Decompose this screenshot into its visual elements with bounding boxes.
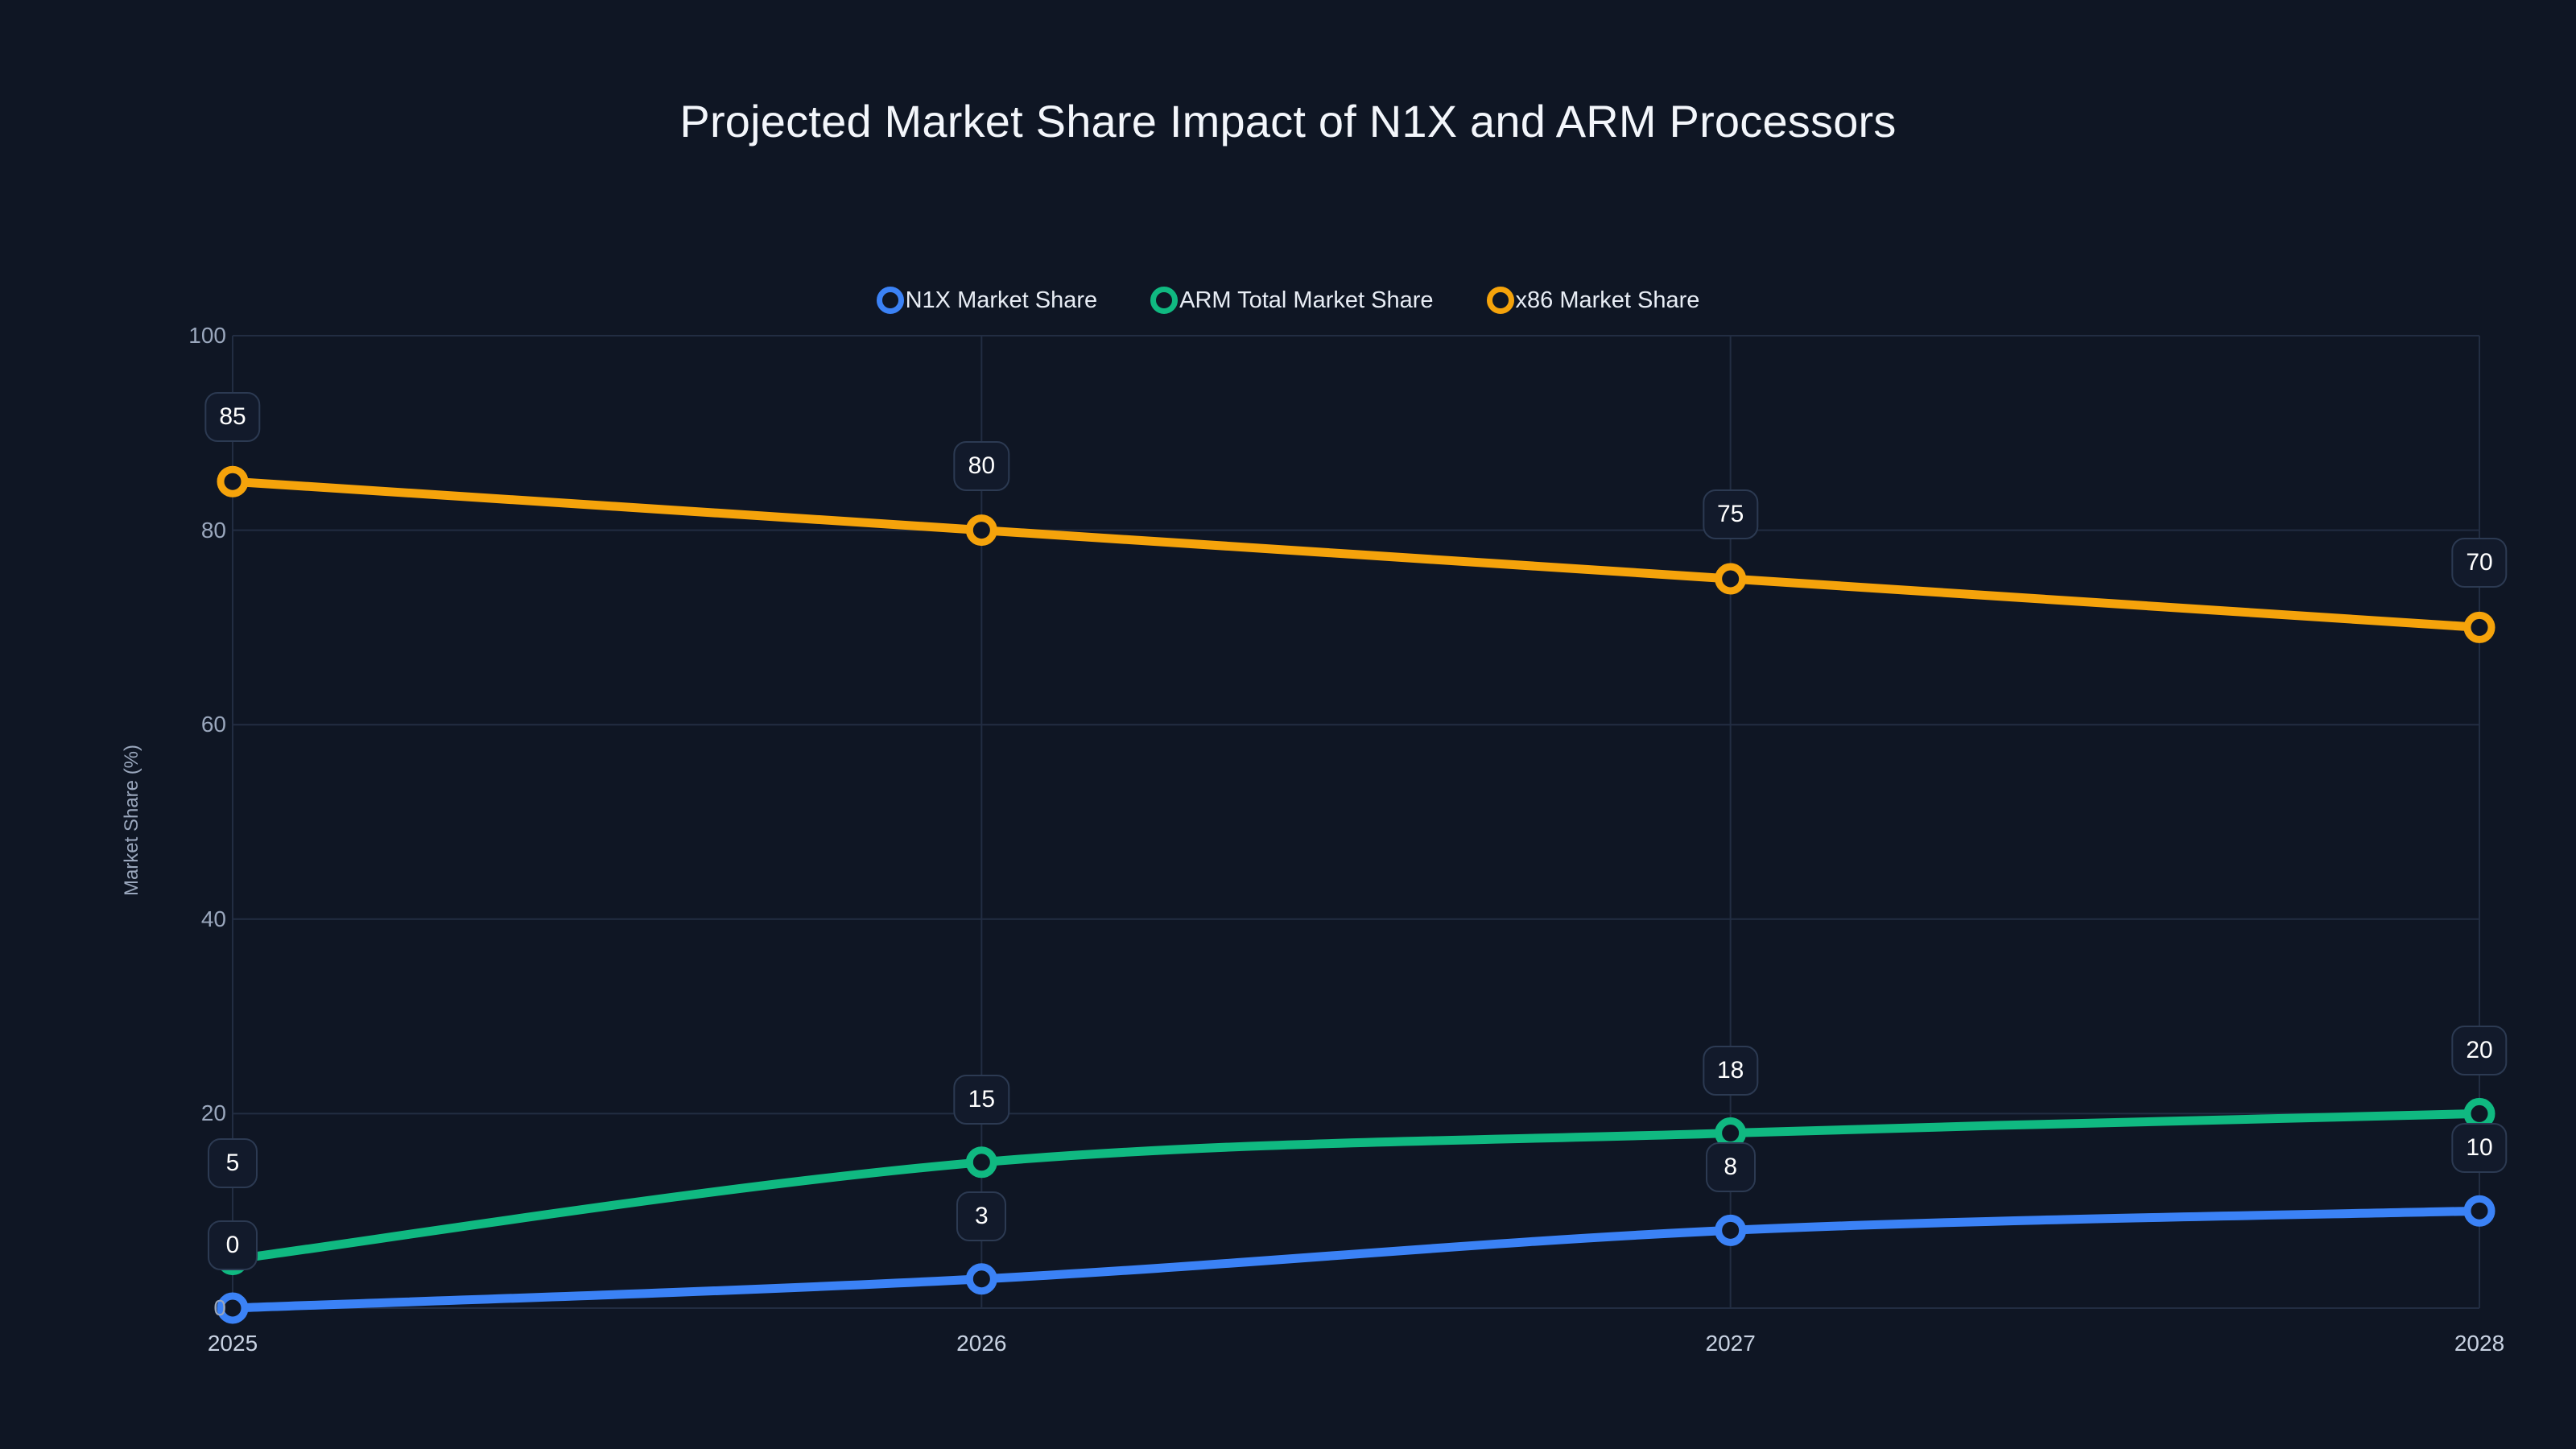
y-axis-tick-label: 40 [200, 906, 226, 931]
series-layer [217, 465, 2496, 1324]
y-axis-tick-label: 60 [200, 712, 226, 737]
data-point-marker[interactable] [217, 465, 249, 497]
y-axis-title: Market Share (%) [121, 744, 142, 897]
x-axis-tick-label: 2026 [956, 1331, 1007, 1356]
data-point-label: 85 [204, 392, 261, 443]
data-point-label: 10 [2451, 1123, 2508, 1174]
data-point-label: 15 [953, 1074, 1010, 1125]
legend-item-n1x[interactable]: N1X Market Share [876, 287, 1098, 314]
legend-item-label: ARM Total Market Share [1179, 287, 1434, 313]
data-point-marker[interactable] [1715, 1117, 1747, 1150]
legend-item-x86[interactable]: x86 Market Share [1486, 287, 1700, 314]
data-point-marker[interactable] [2463, 1097, 2496, 1129]
circle-outline-icon [876, 287, 904, 314]
data-point-label: 3 [956, 1191, 1007, 1241]
page-title: Projected Market Share Impact of N1X and… [679, 96, 1897, 147]
data-point-marker[interactable] [965, 1146, 997, 1179]
data-point-label: 5 [208, 1137, 258, 1188]
data-point-label: 70 [2451, 538, 2508, 588]
x-axis-tick-label: 2027 [1705, 1331, 1756, 1356]
circle-outline-icon [1486, 287, 1514, 314]
x-axis-tick-label: 2028 [2454, 1331, 2505, 1356]
y-axis-tick-label: 80 [200, 517, 226, 543]
chart-legend: N1X Market Share ARM Total Market Share … [0, 287, 2576, 314]
data-point-label: 0 [208, 1220, 258, 1270]
data-point-label: 20 [2451, 1026, 2508, 1076]
legend-item-label: N1X Market Share [905, 287, 1098, 313]
data-point-marker[interactable] [1715, 1214, 1747, 1246]
data-point-marker[interactable] [217, 1292, 249, 1324]
data-point-marker[interactable] [965, 514, 997, 547]
data-point-label: 18 [1702, 1045, 1759, 1096]
data-point-label: 8 [1705, 1142, 1756, 1193]
y-axis-tick-label: 0 [213, 1295, 226, 1320]
data-point-label: 75 [1702, 489, 1759, 539]
y-axis-tick-label: 20 [200, 1100, 226, 1126]
data-point-label: 80 [953, 440, 1010, 491]
legend-item-label: x86 Market Share [1515, 287, 1700, 313]
y-axis-tick-label: 100 [188, 323, 226, 348]
x-axis-tick-label: 2025 [207, 1331, 258, 1356]
legend-item-arm-total[interactable]: ARM Total Market Share [1150, 287, 1434, 314]
data-point-marker[interactable] [2463, 1195, 2496, 1227]
data-point-marker[interactable] [1715, 563, 1747, 595]
data-point-marker[interactable] [965, 1263, 997, 1295]
data-point-marker[interactable] [2463, 611, 2496, 643]
gridlines [232, 335, 2480, 1309]
circle-outline-icon [1150, 287, 1179, 314]
